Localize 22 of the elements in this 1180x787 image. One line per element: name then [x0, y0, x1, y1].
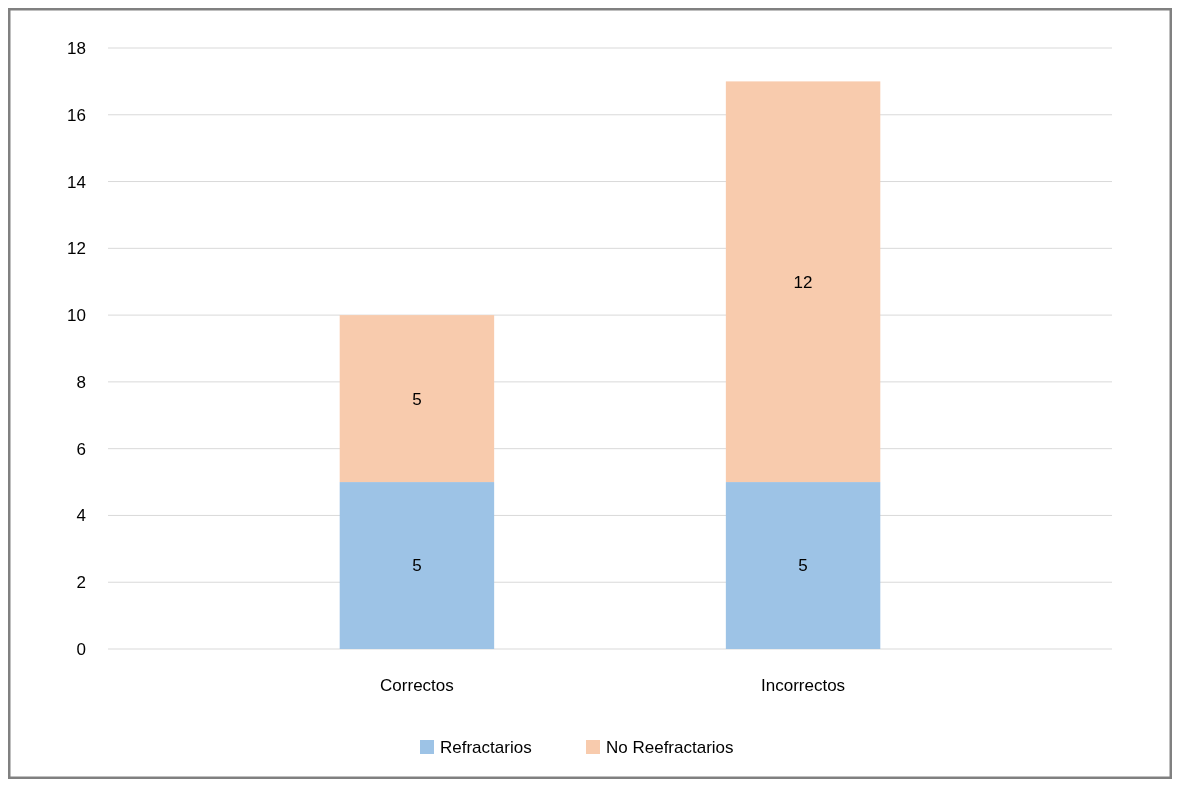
bar — [725, 81, 881, 483]
bar — [725, 482, 881, 649]
y-tick-label: 16 — [67, 105, 86, 125]
y-tick-label: 6 — [76, 439, 86, 459]
x-tick-label: Incorrectos — [761, 676, 846, 695]
y-tick-label: 4 — [76, 506, 86, 526]
data-label: 5 — [412, 556, 422, 576]
legend-label: Refractarios — [440, 737, 532, 757]
y-tick-label: 14 — [67, 172, 86, 192]
y-tick-label: 2 — [76, 573, 86, 593]
bar — [339, 315, 495, 483]
y-tick-label: 10 — [67, 306, 86, 326]
y-tick-label: 8 — [76, 372, 86, 392]
y-tick-label: 18 — [67, 38, 86, 58]
legend-label: No Reefractarios — [606, 737, 734, 757]
y-tick-label: 0 — [76, 639, 86, 659]
data-label: 5 — [412, 389, 422, 409]
x-tick-label: Correctos — [380, 676, 454, 695]
bar — [339, 482, 495, 649]
y-tick-label: 12 — [67, 239, 86, 259]
data-label: 5 — [798, 556, 808, 576]
data-label: 12 — [793, 272, 813, 292]
